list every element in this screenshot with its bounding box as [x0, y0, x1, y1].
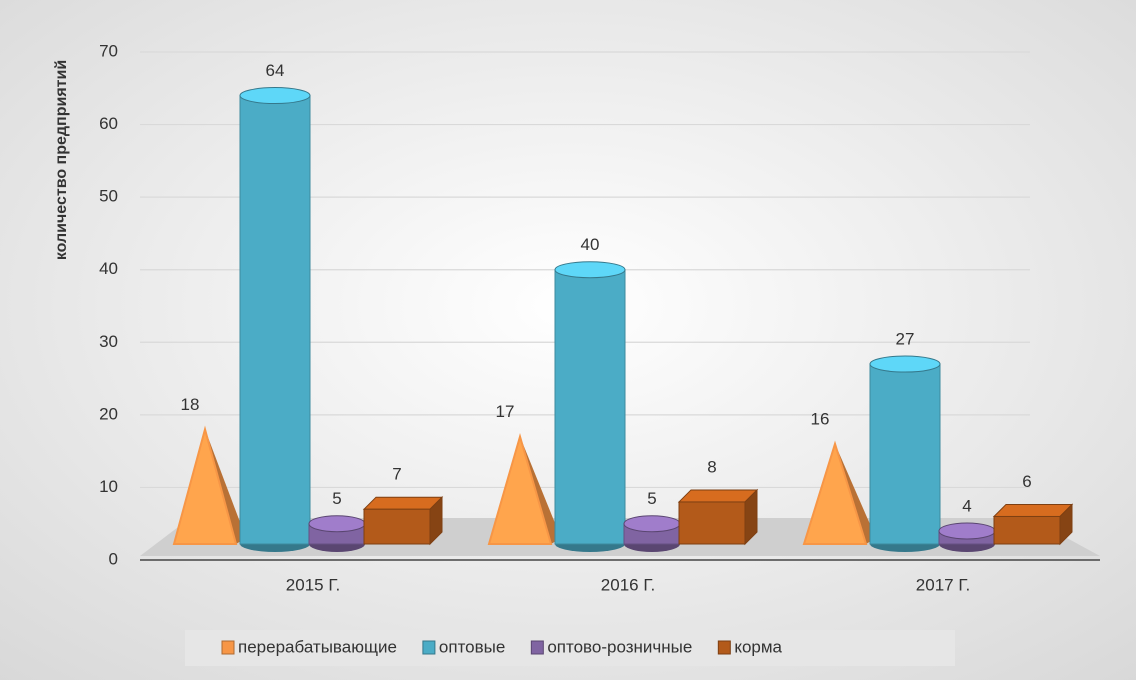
cylinder-top	[308, 515, 366, 533]
cylinder	[554, 269, 626, 545]
legend-swatch	[221, 640, 235, 655]
data-label: 64	[266, 61, 285, 80]
data-label: 8	[707, 457, 716, 476]
cylinder-top	[869, 355, 941, 373]
pyramid	[172, 425, 238, 545]
data-label: 40	[581, 235, 600, 254]
y-tick-label: 30	[99, 332, 118, 351]
pyramid-side	[520, 436, 561, 544]
data-label: 4	[962, 496, 971, 515]
y-tick-label: 70	[99, 41, 118, 60]
cylinder	[869, 363, 941, 545]
data-label: 27	[896, 330, 915, 349]
legend-label: перерабатывающие	[238, 637, 397, 656]
legend-swatch	[717, 640, 731, 655]
y-tick-label: 60	[99, 114, 118, 133]
data-label: 5	[332, 489, 341, 508]
legend-label: корма	[734, 637, 782, 656]
cylinder-top	[938, 522, 996, 540]
y-tick-label: 40	[99, 259, 118, 278]
data-label: 7	[392, 465, 401, 484]
y-tick-label: 50	[99, 187, 118, 206]
box-top	[677, 489, 759, 503]
cylinder-top	[623, 515, 681, 533]
box-top	[992, 503, 1074, 517]
legend-label: оптовые	[439, 637, 505, 656]
data-label: 6	[1022, 472, 1031, 491]
cylinder	[239, 95, 311, 545]
box	[993, 515, 1061, 545]
y-tick-label: 10	[99, 477, 118, 496]
y-axis-label: количество предприятий	[53, 60, 70, 260]
data-label: 5	[647, 489, 656, 508]
y-tick-label: 0	[109, 549, 118, 568]
y-tick-label: 20	[99, 404, 118, 423]
x-tick-label: 2016 Г.	[601, 575, 655, 594]
data-label: 17	[496, 402, 515, 421]
pyramid-side	[835, 443, 876, 544]
box	[678, 501, 746, 545]
x-tick-label: 2015 Г.	[286, 575, 340, 594]
data-label: 18	[181, 395, 200, 414]
legend-label: оптово-розничные	[547, 637, 692, 656]
x-tick-label: 2017 Г.	[916, 575, 970, 594]
legend-swatch	[422, 640, 436, 655]
cylinder-top	[239, 87, 311, 105]
box-top	[362, 496, 444, 510]
legend-swatch	[530, 640, 544, 655]
pyramid-side	[205, 429, 246, 544]
pyramid	[802, 440, 868, 545]
box	[363, 508, 431, 545]
cylinder-top	[554, 261, 626, 279]
legend	[185, 630, 955, 666]
data-label: 16	[811, 409, 830, 428]
pyramid	[487, 433, 553, 545]
